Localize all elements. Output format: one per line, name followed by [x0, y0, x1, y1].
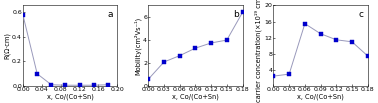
Y-axis label: Mobility(cm²Vs⁻¹): Mobility(cm²Vs⁻¹) — [133, 17, 141, 75]
Text: b: b — [233, 9, 239, 19]
X-axis label: x, Co/(Co+Sn): x, Co/(Co+Sn) — [172, 93, 219, 99]
Text: c: c — [358, 9, 363, 19]
X-axis label: x, Co/(Co+Sn): x, Co/(Co+Sn) — [47, 93, 94, 99]
Y-axis label: R(Ω·cm): R(Ω·cm) — [3, 32, 10, 59]
Text: a: a — [108, 9, 113, 19]
Y-axis label: carrier concentration(×10¹⁹ cm⁻³): carrier concentration(×10¹⁹ cm⁻³) — [255, 0, 262, 102]
X-axis label: x, Co/(Co+Sn): x, Co/(Co+Sn) — [297, 93, 344, 99]
